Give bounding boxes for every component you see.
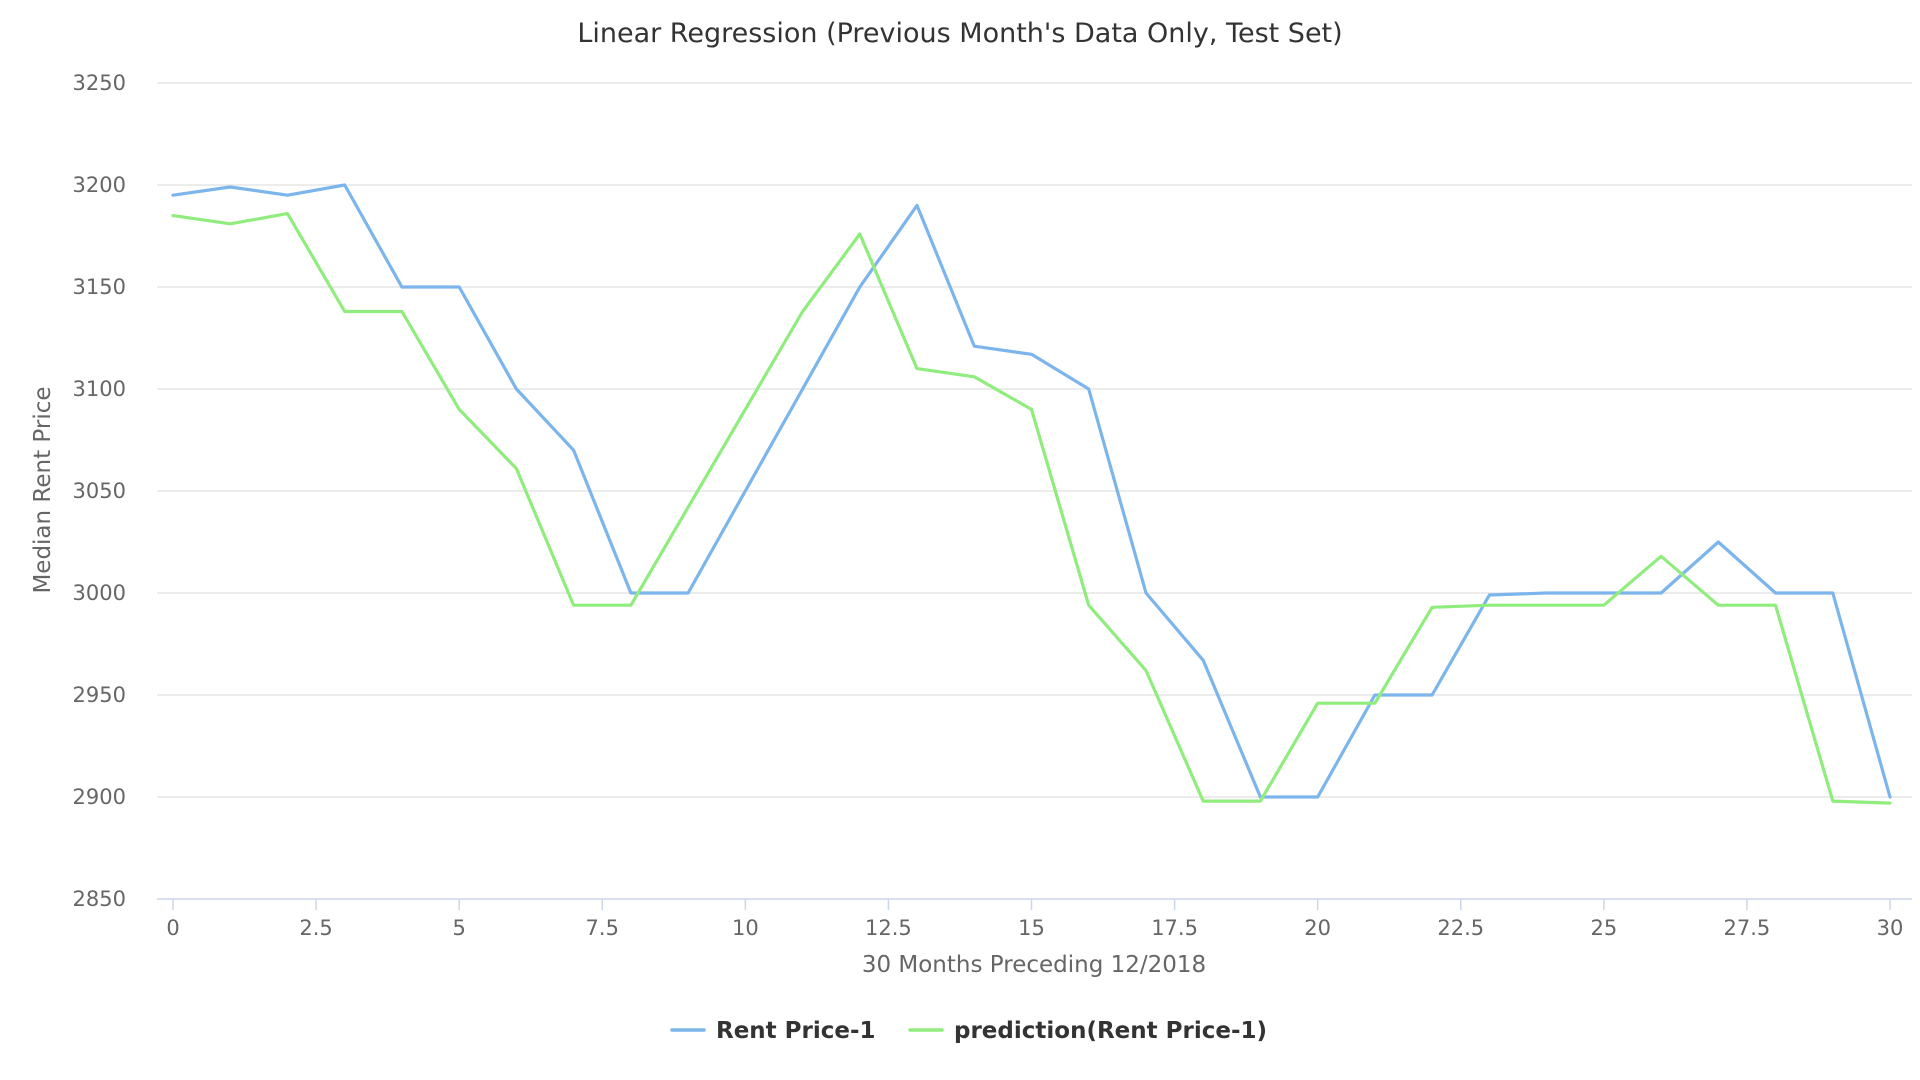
x-axis: 0 2.5 5 7.5 10 12.5 15 17.5 20 22.5 25 27.5 30 — [166, 899, 1903, 940]
series-line-prediction — [171, 212, 1892, 805]
plot-area — [171, 183, 1892, 805]
x-tick-label: 27.5 — [1724, 916, 1771, 940]
x-tick-label: 7.5 — [586, 916, 619, 940]
legend-item[interactable]: prediction(Rent Price-1) — [908, 1018, 1267, 1044]
y-tick-label: 2900 — [73, 785, 126, 809]
x-tick-label: 2.5 — [299, 916, 332, 940]
x-tick-label: 12.5 — [865, 916, 912, 940]
x-tick-label: 25 — [1590, 916, 1617, 940]
y-axis: 2850 2900 2950 3000 3050 3100 3150 3200 3250 — [73, 71, 126, 911]
legend-label: Rent Price-1 — [716, 1018, 876, 1044]
x-tick-label: 5 — [452, 916, 465, 940]
gridlines — [157, 82, 1912, 798]
x-tick-label: 22.5 — [1437, 916, 1484, 940]
legend[interactable]: Rent Price-1 prediction(Rent Price-1) — [670, 1018, 1267, 1044]
legend-label: prediction(Rent Price-1) — [954, 1018, 1267, 1044]
x-tick-label: 20 — [1304, 916, 1331, 940]
y-tick-label: 3050 — [73, 479, 126, 503]
y-tick-label: 3250 — [73, 71, 126, 95]
y-tick-label: 3000 — [73, 581, 126, 605]
y-axis-title: Median Rent Price — [30, 386, 56, 593]
x-axis-title: 30 Months Preceding 12/2018 — [862, 952, 1206, 978]
x-tick-label: 17.5 — [1151, 916, 1198, 940]
y-tick-label: 2950 — [73, 683, 126, 707]
chart-title: Linear Regression (Previous Month's Data… — [577, 18, 1342, 49]
x-tick-label: 30 — [1877, 916, 1904, 940]
legend-item[interactable]: Rent Price-1 — [670, 1018, 876, 1044]
x-tick-label: 10 — [732, 916, 759, 940]
x-tick-label: 0 — [166, 916, 179, 940]
x-tick-label: 15 — [1018, 916, 1045, 940]
y-tick-label: 3100 — [73, 377, 126, 401]
y-tick-label: 2850 — [73, 887, 126, 911]
series-line-rent-price — [171, 183, 1892, 799]
y-tick-label: 3150 — [73, 275, 126, 299]
y-tick-label: 3200 — [73, 173, 126, 197]
